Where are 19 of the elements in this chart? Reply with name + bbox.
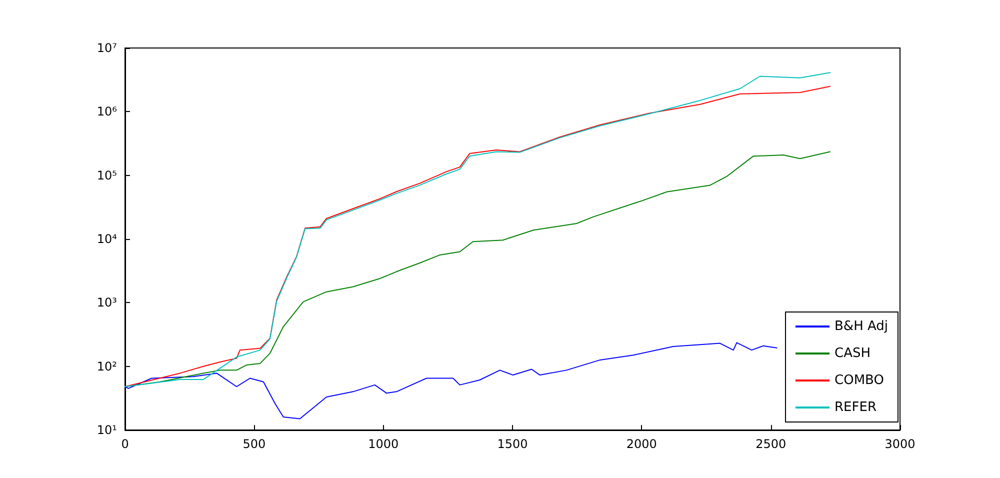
legend-label: CASH bbox=[834, 346, 871, 361]
y-tick-label: 10⁷ bbox=[96, 41, 118, 55]
x-tick-label: 3000 bbox=[884, 437, 916, 451]
y-tick-label: 10⁶ bbox=[96, 104, 118, 119]
legend-label: REFER bbox=[834, 400, 876, 415]
x-tick-label: 1000 bbox=[368, 437, 399, 451]
legend-label: COMBO bbox=[834, 373, 884, 388]
y-tick-label: 10² bbox=[96, 359, 118, 374]
x-tick-label: 1500 bbox=[497, 437, 528, 451]
x-tick-label: 500 bbox=[242, 437, 266, 451]
line-series bbox=[124, 342, 778, 420]
y-tick-label: 10¹ bbox=[96, 423, 118, 437]
y-tick-label: 10⁴ bbox=[96, 232, 118, 246]
x-tick-label: 2000 bbox=[626, 437, 657, 451]
x-tick-label: 2500 bbox=[756, 437, 786, 451]
legend-label: B&H Adj bbox=[834, 319, 888, 334]
x-tick-label: 0 bbox=[121, 437, 129, 451]
y-tick-label: 10⁵ bbox=[96, 168, 118, 182]
y-tick-label: 10³ bbox=[96, 296, 118, 310]
